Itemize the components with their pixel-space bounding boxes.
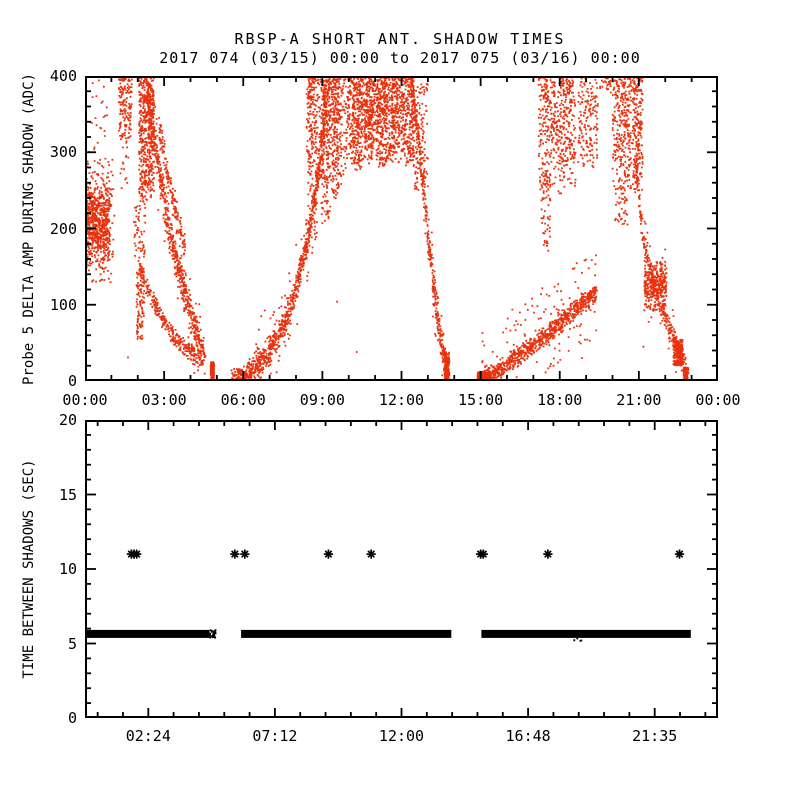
x-tick-label: 12:00 bbox=[378, 391, 425, 409]
x-tick-label: 00:00 bbox=[695, 391, 741, 409]
top-scatter-panel bbox=[85, 76, 718, 381]
chart-title: RBSP-A SHORT ANT. SHADOW TIMES bbox=[234, 30, 566, 48]
y-tick-label: 100 bbox=[49, 295, 77, 314]
x-tick-label: 18:00 bbox=[537, 391, 583, 409]
y-tick-label: 5 bbox=[67, 634, 77, 653]
x-tick-label: 16:48 bbox=[505, 727, 551, 745]
asterisk-marker bbox=[674, 549, 685, 559]
chart-subtitle: 2017 074 (03/15) 00:00 to 2017 075 (03/1… bbox=[159, 49, 641, 67]
y-tick-label: 0 bbox=[67, 709, 77, 727]
y-tick-label: 0 bbox=[67, 372, 77, 390]
x-tick-label: 03:00 bbox=[141, 391, 187, 409]
asterisk-marker bbox=[478, 549, 488, 559]
asterisk-marker bbox=[323, 549, 334, 559]
y-tick-label: 200 bbox=[49, 219, 77, 238]
bottom-scatter-panel bbox=[85, 420, 718, 718]
x-tick-label: 07:12 bbox=[252, 727, 298, 745]
x-tick-label: 21:00 bbox=[616, 391, 662, 409]
x-tick-label: 02:24 bbox=[125, 727, 171, 745]
y-tick-label: 300 bbox=[49, 143, 77, 162]
x-tick-label: 12:00 bbox=[378, 727, 425, 745]
asterisk-marker bbox=[132, 549, 142, 559]
y-tick-label: 20 bbox=[58, 411, 77, 429]
x-tick-label: 00:00 bbox=[62, 391, 108, 409]
asterisk-marker bbox=[240, 549, 250, 559]
y-tick-label: 10 bbox=[58, 560, 77, 578]
y-tick-label: 400 bbox=[49, 67, 77, 85]
asterisk-marker bbox=[543, 549, 553, 559]
delta-amp-points bbox=[85, 76, 690, 381]
asterisk-marker bbox=[366, 549, 376, 559]
y-tick-label: 15 bbox=[58, 485, 77, 504]
x-tick-label: 06:00 bbox=[220, 391, 266, 409]
x-tick-label: 09:00 bbox=[299, 391, 345, 409]
x-tick-label: 21:35 bbox=[632, 727, 678, 745]
asterisk-marker bbox=[230, 549, 240, 559]
x-tick-label: 15:00 bbox=[458, 391, 504, 409]
